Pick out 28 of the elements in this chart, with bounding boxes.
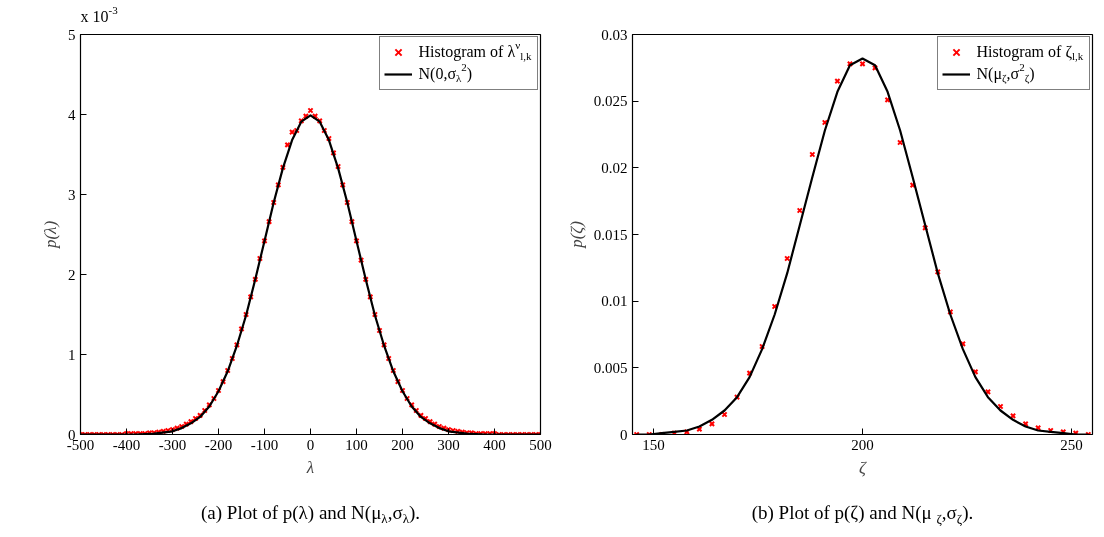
- x-tick-label: 300: [437, 436, 460, 453]
- y-tick-label: 0.01: [601, 293, 628, 310]
- y-tick-label: 0.015: [593, 226, 628, 243]
- y-axis-title: p(ζ): [566, 220, 586, 249]
- x-tick-label: 150: [642, 436, 665, 453]
- x-tick-label: 250: [1060, 436, 1083, 453]
- x-tick-label: -400: [112, 436, 141, 453]
- y-axis-title: p(λ): [41, 220, 60, 250]
- x-tick-label: 100: [345, 436, 368, 453]
- y-tick-label: 5: [68, 26, 76, 43]
- x-tick-label: 200: [391, 436, 414, 453]
- y-tick-label: 0.02: [601, 159, 628, 176]
- x-tick-label: -100: [250, 436, 279, 453]
- x-tick-label: 400: [483, 436, 506, 453]
- y-tick-label: 3: [68, 186, 76, 203]
- y-tick-label: 0.03: [601, 26, 628, 43]
- y-tick-label: 2: [68, 266, 76, 283]
- x-tick-label: 500: [529, 436, 552, 453]
- y-tick-label: 0.025: [593, 93, 628, 110]
- y-tick-label: 4: [68, 106, 76, 123]
- x-axis-title: ζ: [859, 457, 868, 477]
- x-tick-label: -200: [204, 436, 233, 453]
- y-tick-label: 0.005: [593, 359, 628, 376]
- x-axis-title: λ: [305, 457, 315, 477]
- x-tick-label: 200: [851, 436, 874, 453]
- y-tick-label: 1: [68, 346, 76, 363]
- x-tick-label: -300: [158, 436, 187, 453]
- x-tick-label: 0: [306, 436, 315, 453]
